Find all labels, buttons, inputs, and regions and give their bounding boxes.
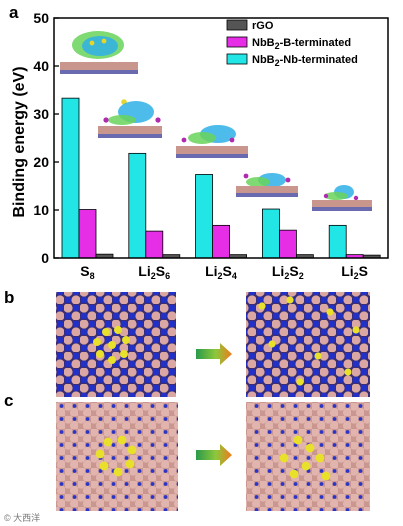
panel-c-sulfur-ring-before <box>95 435 137 477</box>
inset-li2s2 <box>236 173 298 197</box>
y-tick-label: 0 <box>41 250 49 266</box>
plot-frame <box>53 17 389 259</box>
panel-b-sulfur-after <box>258 296 360 386</box>
panel-c <box>56 402 370 511</box>
inset-li2s4 <box>176 125 248 158</box>
y-axis-title: Binding energy (eV) <box>11 66 28 217</box>
legend-label: rGO <box>252 20 274 32</box>
panel-b <box>56 292 370 397</box>
bar-li2s2-series-2 <box>261 208 280 259</box>
bar-li2s4-series-1 <box>212 224 231 259</box>
bar-li2s6-series-2 <box>128 152 147 259</box>
legend-label: NbB2-Nb-terminated <box>252 54 358 68</box>
category-label: Li2S <box>341 263 368 281</box>
category-label: Li2S4 <box>205 263 237 281</box>
panel-c-sulfur-chain-after <box>279 435 331 481</box>
adsorption-insets <box>60 31 372 211</box>
inset-s8 <box>60 31 138 74</box>
watermark: © 大西洋 <box>4 512 40 523</box>
panel-letter-c: c <box>4 391 13 410</box>
panel-letter-b: b <box>4 288 14 307</box>
panel-b-lattice-before <box>56 292 176 397</box>
y-tick-label: 20 <box>33 154 49 170</box>
inset-li2s <box>312 185 372 211</box>
bar-s-series-2 <box>61 97 80 259</box>
panel-letter-a: a <box>9 3 19 22</box>
legend-swatch <box>226 19 248 31</box>
panel-c-lattice-after <box>246 402 370 511</box>
inset-li2s6 <box>98 99 162 138</box>
bar-li2s-series-2 <box>328 224 347 259</box>
panel-b-sulfur-ring-before <box>93 326 130 364</box>
y-tick-label: 50 <box>33 10 49 26</box>
bar-li2s4-series-2 <box>195 174 214 259</box>
y-ticks-group: 0 10 20 30 40 50 <box>33 10 59 266</box>
category-labels-group: S8 Li2S6 Li2S4 Li2S2 Li2S <box>80 263 368 281</box>
panel-b-arrow <box>196 343 232 365</box>
y-tick-label: 10 <box>33 202 49 218</box>
legend-swatch <box>226 53 248 65</box>
bar-li2s6-series-1 <box>145 230 164 259</box>
panel-c-lattice-before <box>56 402 178 511</box>
panel-b-lattice-after <box>246 292 370 397</box>
legend-label: NbB2-B-terminated <box>252 37 351 51</box>
legend: rGO NbB2-B-terminated NbB2-Nb-terminated <box>226 19 358 68</box>
legend-swatch <box>226 36 248 48</box>
bar-li2s2-series-1 <box>278 229 297 259</box>
y-tick-label: 30 <box>33 106 49 122</box>
category-label: Li2S2 <box>272 263 304 281</box>
y-tick-label: 40 <box>33 58 49 74</box>
category-label: Li2S6 <box>138 263 170 281</box>
bar-chart: 0 10 20 30 40 50 S8 Li2S6 Li2S4 Li2S2 Li2S rGO NbB… <box>33 10 389 281</box>
bar-s-series-1 <box>78 209 97 259</box>
panel-c-arrow <box>196 444 232 466</box>
category-label: S8 <box>80 263 94 281</box>
